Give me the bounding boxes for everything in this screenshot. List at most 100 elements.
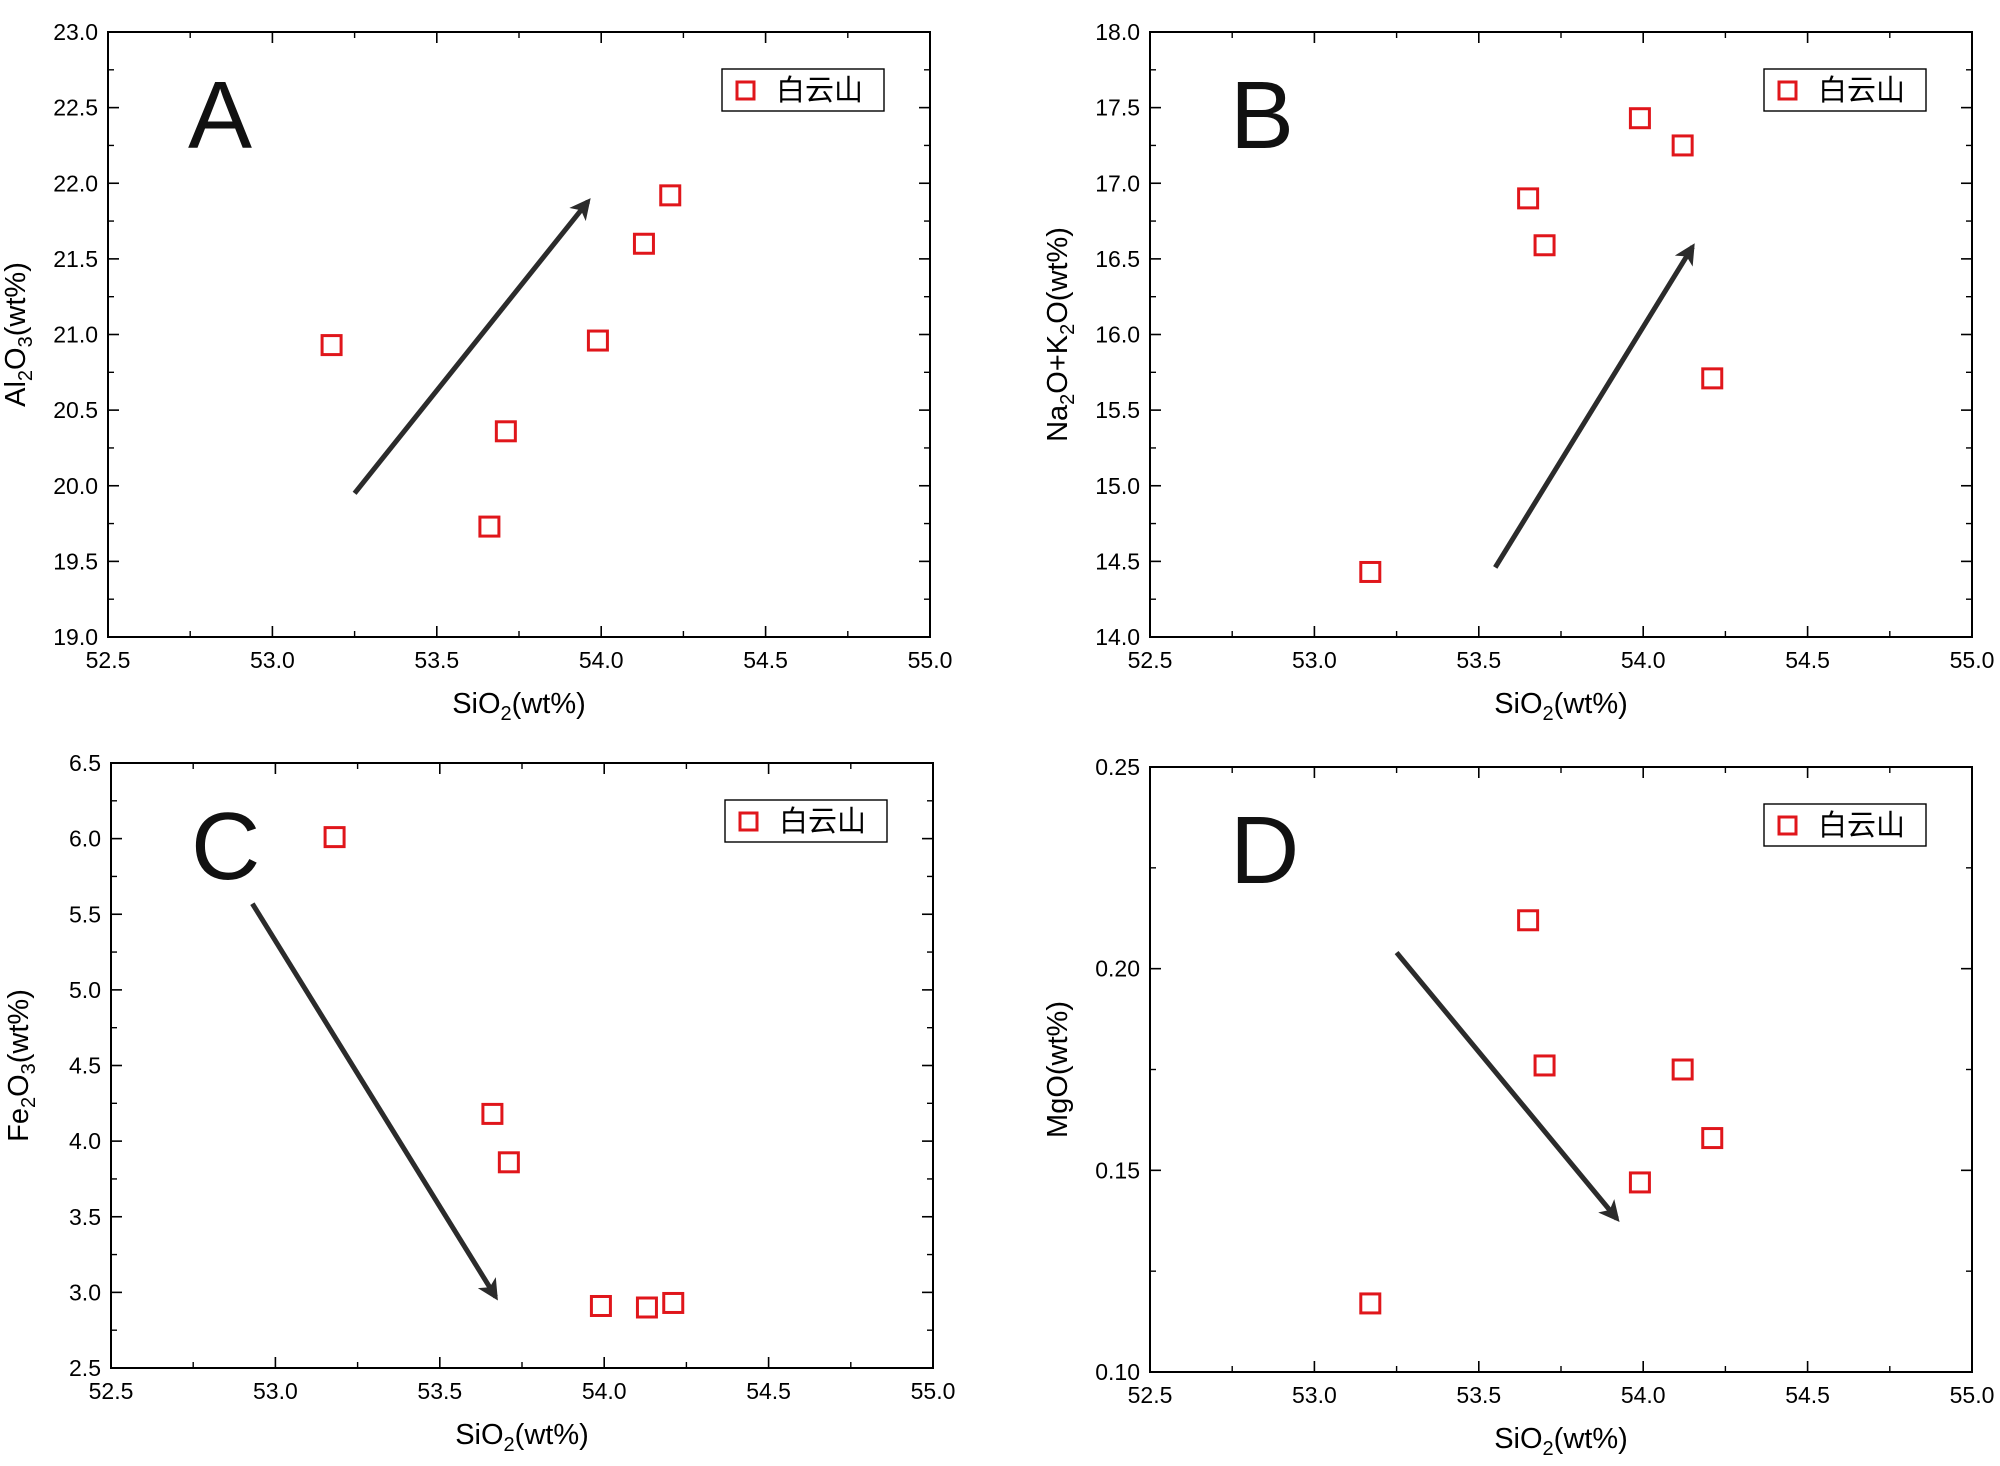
panel-d: 52.5 53.0 53.5 54.0 54.5 55.0 0.10 0.15 0.20 0.25… <box>1042 754 1994 1460</box>
panel-letter: A <box>188 62 252 169</box>
data-point <box>1628 1171 1651 1194</box>
x-axis-title: SiO2(wt%) <box>452 688 586 725</box>
x-tick-label: 53.0 <box>1292 647 1337 673</box>
trend-arrow <box>1394 950 1620 1222</box>
x-tick-label: 55.0 <box>911 1378 956 1404</box>
y-tick-label: 3.0 <box>69 1279 101 1305</box>
legend-box <box>1763 803 1927 847</box>
panel-a: 52.5 53.0 53.5 54.0 54.5 55.0 19.0 19.5 20.0 20.5… <box>0 19 952 725</box>
y-tick-label: 0.10 <box>1095 1359 1140 1385</box>
panel-letter: D <box>1230 797 1299 904</box>
y-axis-title: Al2O3(wt%) <box>0 262 37 407</box>
data-point <box>1671 1058 1694 1081</box>
x-axis-title: SiO2(wt%) <box>455 1419 589 1456</box>
x-tick-label: 53.0 <box>1292 1382 1337 1408</box>
legend-box <box>1763 68 1927 112</box>
data-point <box>1517 909 1540 932</box>
y-tick-label: 14.0 <box>1095 624 1140 650</box>
y-tick-label: 4.0 <box>69 1128 101 1154</box>
legend-box <box>724 799 888 843</box>
y-tick-label: 5.5 <box>69 901 101 927</box>
legend-marker <box>738 811 759 832</box>
x-tick-label: 55.0 <box>1950 647 1995 673</box>
data-point <box>323 826 346 849</box>
x-tick-label: 54.0 <box>1621 1382 1666 1408</box>
data-point <box>589 1294 612 1317</box>
y-axis-title: Fe2O3(wt%) <box>3 989 40 1142</box>
data-point <box>1359 560 1382 583</box>
legend-label: 白云山 <box>1818 809 1905 842</box>
legend-label: 白云山 <box>776 74 863 107</box>
data-point <box>635 1296 658 1319</box>
y-tick-label: 21.0 <box>53 322 98 348</box>
y-tick-label: 14.5 <box>1095 548 1140 574</box>
y-tick-label: 0.25 <box>1095 754 1140 780</box>
data-point <box>320 334 343 357</box>
legend: 白云山 <box>1763 68 1927 112</box>
y-tick-label: 19.0 <box>53 624 98 650</box>
y-tick-label: 22.0 <box>53 170 98 196</box>
x-tick-label: 54.5 <box>743 647 788 673</box>
data-point <box>497 1151 520 1174</box>
x-tick-label: 53.5 <box>414 647 459 673</box>
data-point <box>1533 1054 1556 1077</box>
legend-marker <box>735 80 756 101</box>
data-point <box>662 1291 685 1314</box>
legend-label: 白云山 <box>1818 74 1905 107</box>
legend-box <box>721 68 885 112</box>
legend-marker <box>1777 815 1798 836</box>
panel-c: 52.5 53.0 53.5 54.0 54.5 55.0 2.5 3.0 3.5 4.0 4.5 5… <box>3 750 955 1456</box>
x-tick-label: 53.5 <box>1456 647 1501 673</box>
panel-letter: B <box>1230 62 1294 169</box>
data-point <box>586 329 609 352</box>
x-tick-label: 55.0 <box>908 647 953 673</box>
y-axis-title: MgO(wt%) <box>1042 1001 1074 1138</box>
y-tick-label: 6.0 <box>69 826 101 852</box>
data-point <box>659 184 682 207</box>
legend-label: 白云山 <box>779 805 866 838</box>
y-tick-label: 5.0 <box>69 977 101 1003</box>
y-tick-label: 15.0 <box>1095 473 1140 499</box>
x-tick-label: 53.5 <box>1456 1382 1501 1408</box>
trend-arrow <box>352 198 591 495</box>
x-tick-label: 54.0 <box>1621 647 1666 673</box>
y-tick-label: 16.5 <box>1095 246 1140 272</box>
y-tick-label: 6.5 <box>69 750 101 776</box>
data-point <box>1359 1292 1382 1315</box>
y-tick-label: 20.5 <box>53 397 98 423</box>
data-point <box>1701 367 1724 390</box>
x-tick-label: 52.5 <box>89 1378 134 1404</box>
x-tick-label: 52.5 <box>1128 1382 1173 1408</box>
trend-arrow <box>1493 243 1695 569</box>
y-tick-label: 20.0 <box>53 473 98 499</box>
legend: 白云山 <box>721 68 885 112</box>
y-tick-label: 19.5 <box>53 548 98 574</box>
x-tick-label: 55.0 <box>1950 1382 1995 1408</box>
x-axis-title: SiO2(wt%) <box>1494 688 1628 725</box>
trend-arrow <box>250 902 498 1301</box>
data-point <box>1701 1127 1724 1150</box>
y-tick-label: 22.5 <box>53 95 98 121</box>
x-tick-label: 54.5 <box>1785 647 1830 673</box>
y-tick-label: 23.0 <box>53 19 98 45</box>
y-tick-label: 16.0 <box>1095 322 1140 348</box>
panel-letter: C <box>191 793 260 900</box>
data-point <box>1533 234 1556 257</box>
x-tick-label: 54.5 <box>1785 1382 1830 1408</box>
y-tick-label: 4.5 <box>69 1053 101 1079</box>
x-tick-label: 52.5 <box>86 647 131 673</box>
y-tick-label: 15.5 <box>1095 397 1140 423</box>
legend-marker <box>1777 80 1798 101</box>
data-point <box>1671 134 1694 157</box>
data-point <box>632 232 655 255</box>
panel-b: 52.5 53.0 53.5 54.0 54.5 55.0 14.0 14.5 15.0 15.5… <box>1042 19 1994 725</box>
x-axis-title: SiO2(wt%) <box>1494 1423 1628 1460</box>
x-tick-label: 53.5 <box>417 1378 462 1404</box>
y-tick-label: 0.15 <box>1095 1157 1140 1183</box>
x-tick-label: 54.0 <box>579 647 624 673</box>
y-tick-label: 2.5 <box>69 1355 101 1381</box>
data-point <box>481 1102 504 1125</box>
y-tick-label: 18.0 <box>1095 19 1140 45</box>
y-tick-label: 17.0 <box>1095 170 1140 196</box>
